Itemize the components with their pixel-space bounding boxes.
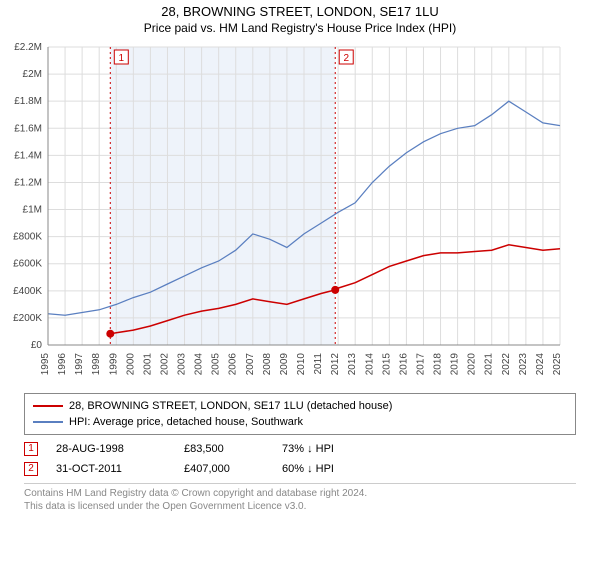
svg-text:2023: 2023 [518,353,529,376]
svg-text:2014: 2014 [364,353,375,376]
svg-text:£0: £0 [31,340,43,351]
svg-text:£200K: £200K [13,313,42,324]
svg-text:2018: 2018 [433,353,444,376]
sale-row: 2 31-OCT-2011 £407,000 60% ↓ HPI [24,459,576,479]
sale-row: 1 28-AUG-1998 £83,500 73% ↓ HPI [24,439,576,459]
chart-title: 28, BROWNING STREET, LONDON, SE17 1LU [0,4,600,19]
legend-swatch [33,405,63,407]
svg-text:2010: 2010 [296,353,307,376]
svg-text:2020: 2020 [467,353,478,376]
svg-text:2009: 2009 [279,353,290,376]
svg-text:2024: 2024 [535,353,546,376]
chart-subtitle: Price paid vs. HM Land Registry's House … [0,21,600,35]
svg-text:1999: 1999 [108,353,119,376]
sale-marker: 1 [24,442,38,456]
svg-text:2000: 2000 [125,353,136,376]
footer-line: Contains HM Land Registry data © Crown c… [24,487,576,500]
svg-text:2007: 2007 [245,353,256,376]
svg-text:£2.2M: £2.2M [14,42,42,53]
svg-text:2013: 2013 [347,353,358,376]
svg-text:£1M: £1M [23,205,42,216]
svg-text:1997: 1997 [74,353,85,376]
svg-text:2: 2 [343,53,349,64]
svg-text:1998: 1998 [91,353,102,376]
legend-item: HPI: Average price, detached house, Sout… [33,414,567,430]
price-chart: £0 £200K £400K £600K £800K £1M £1.2M £1.4M £1.6M… [0,39,572,389]
data-attribution: Contains HM Land Registry data © Crown c… [24,483,576,513]
sale-date: 31-OCT-2011 [56,459,166,479]
svg-text:£2M: £2M [23,69,42,80]
svg-text:2004: 2004 [194,353,205,376]
svg-text:£400K: £400K [13,286,42,297]
svg-text:2006: 2006 [228,353,239,376]
sale-hpi: 73% ↓ HPI [282,439,372,459]
svg-text:£800K: £800K [13,232,42,243]
footer-line: This data is licensed under the Open Gov… [24,500,576,513]
legend: 28, BROWNING STREET, LONDON, SE17 1LU (d… [24,393,576,435]
svg-text:2019: 2019 [450,353,461,376]
svg-text:2016: 2016 [398,353,409,376]
svg-text:£1.6M: £1.6M [14,123,42,134]
svg-text:£1.2M: £1.2M [14,177,42,188]
svg-text:2015: 2015 [381,353,392,376]
sale-hpi: 60% ↓ HPI [282,459,372,479]
svg-text:2021: 2021 [484,353,495,376]
svg-text:2025: 2025 [552,353,563,376]
sale-price: £407,000 [184,459,264,479]
svg-text:2003: 2003 [177,353,188,376]
legend-item: 28, BROWNING STREET, LONDON, SE17 1LU (d… [33,398,567,414]
svg-text:2017: 2017 [415,353,426,376]
svg-text:1996: 1996 [57,353,68,376]
svg-text:£1.4M: £1.4M [14,150,42,161]
svg-text:2005: 2005 [211,353,222,376]
svg-text:2011: 2011 [313,353,324,375]
sale-date: 28-AUG-1998 [56,439,166,459]
svg-text:2022: 2022 [501,353,512,376]
legend-label: HPI: Average price, detached house, Sout… [69,414,303,430]
svg-text:1995: 1995 [40,353,51,376]
svg-text:2008: 2008 [262,353,273,376]
svg-text:2002: 2002 [159,353,170,376]
svg-text:2012: 2012 [330,353,341,376]
legend-label: 28, BROWNING STREET, LONDON, SE17 1LU (d… [69,398,392,414]
svg-text:2001: 2001 [142,353,153,376]
sale-marker: 2 [24,462,38,476]
legend-swatch [33,421,63,423]
sale-price: £83,500 [184,439,264,459]
sales-table: 1 28-AUG-1998 £83,500 73% ↓ HPI 2 31-OCT-2011… [24,439,576,479]
svg-text:1: 1 [119,53,125,64]
svg-text:£1.8M: £1.8M [14,96,42,107]
svg-text:£600K: £600K [13,259,42,270]
